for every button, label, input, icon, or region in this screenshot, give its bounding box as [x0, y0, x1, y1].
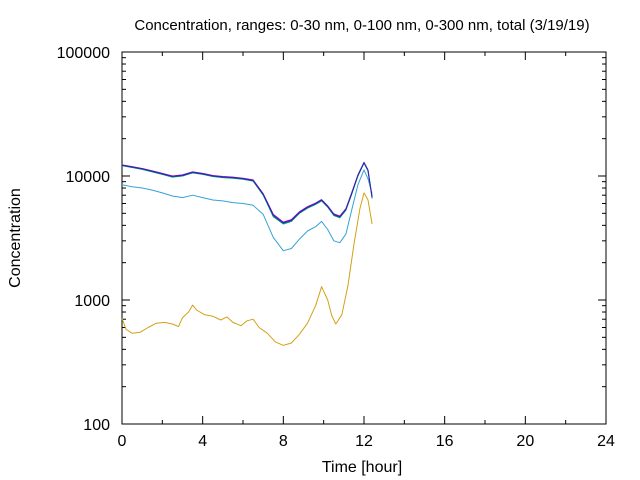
- series-line-2: [121, 169, 373, 252]
- x-tick-labels: 0 4 8 12 16 20 24: [118, 433, 615, 450]
- series-lines: [121, 161, 373, 346]
- axis-ticks: [121, 51, 607, 425]
- chart-title: Concentration, ranges: 0-30 nm, 0-100 nm…: [134, 17, 589, 34]
- series-line-5: [121, 162, 373, 224]
- x-tick-label: 4: [198, 433, 207, 450]
- x-tick-label: 12: [355, 433, 373, 450]
- y-tick-labels: 100 1000 10000 100000: [57, 45, 110, 434]
- x-tick-label: 24: [597, 433, 615, 450]
- series-line-3: [121, 162, 373, 225]
- plot-frame: [121, 51, 607, 425]
- x-axis-title: Time [hour]: [322, 459, 402, 476]
- x-tick-label: 16: [436, 433, 454, 450]
- y-axis-title: Concentration: [7, 188, 24, 288]
- x-tick-label: 8: [279, 433, 288, 450]
- y-tick-label: 100: [83, 417, 110, 434]
- series-line-1: [121, 192, 373, 346]
- y-tick-label: 10000: [66, 169, 111, 186]
- y-tick-label: 100000: [57, 45, 110, 62]
- x-tick-label: 20: [516, 433, 534, 450]
- x-tick-label: 0: [118, 433, 127, 450]
- y-tick-label: 1000: [74, 293, 110, 310]
